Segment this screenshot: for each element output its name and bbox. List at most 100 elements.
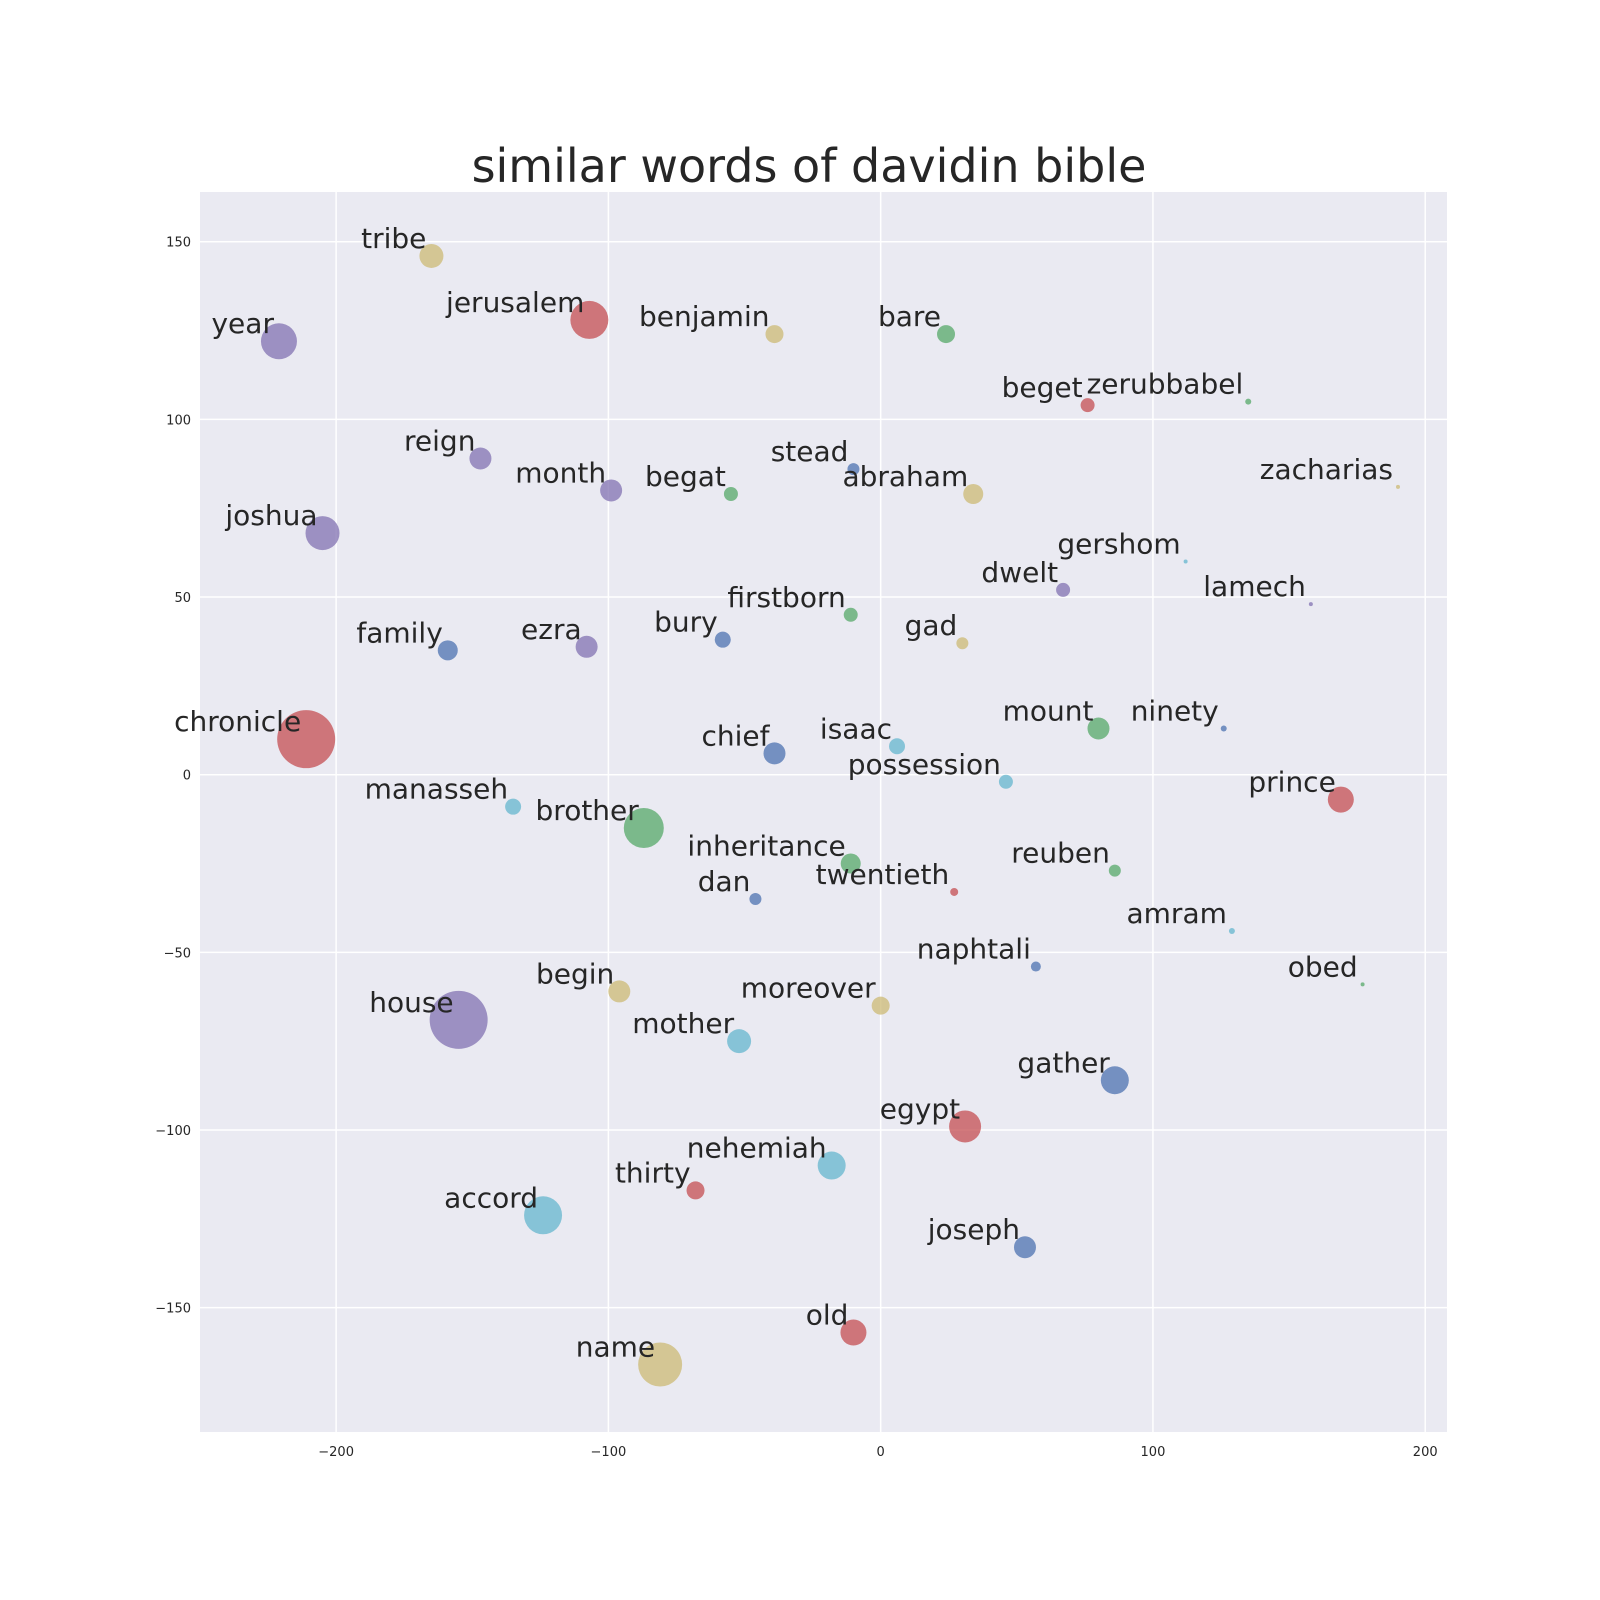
data-point-thirty xyxy=(686,1181,705,1200)
y-tick-label: 50 xyxy=(174,591,191,606)
data-point-beget xyxy=(1080,398,1095,413)
x-tick-label: −200 xyxy=(318,1445,354,1460)
y-axis-ticks: 150 100 50 0 −50 −100 −150 xyxy=(155,236,191,1317)
data-point-abraham xyxy=(963,484,984,505)
data-point-gershom xyxy=(1183,559,1188,564)
data-point-house xyxy=(429,990,488,1049)
data-label-beget: beget xyxy=(1002,371,1083,404)
data-point-mount xyxy=(1087,717,1110,740)
data-label-benjamin: benjamin xyxy=(639,300,769,333)
y-tick-label: 150 xyxy=(166,236,191,251)
data-label-brother: brother xyxy=(536,794,640,827)
data-label-dan: dan xyxy=(698,865,751,898)
data-point-lamech xyxy=(1308,602,1313,607)
data-label-joshua: joshua xyxy=(224,499,317,532)
data-label-old: old xyxy=(806,1299,849,1332)
data-label-month: month xyxy=(515,456,606,489)
data-point-manasseh xyxy=(505,798,522,815)
plot-area xyxy=(200,192,1447,1432)
chart-title: similar words of davidin bible xyxy=(472,139,1147,193)
data-label-house: house xyxy=(369,986,453,1019)
data-label-isaac: isaac xyxy=(820,712,892,745)
data-point-reuben xyxy=(1108,864,1121,877)
x-tick-label: 200 xyxy=(1413,1445,1438,1460)
data-point-gather xyxy=(1100,1066,1129,1095)
data-label-bare: bare xyxy=(878,300,941,333)
y-tick-label: 100 xyxy=(166,413,191,428)
data-label-reuben: reuben xyxy=(1011,837,1110,870)
data-point-name xyxy=(638,1342,683,1387)
data-point-chief xyxy=(763,742,786,765)
data-point-isaac xyxy=(889,738,906,755)
data-label-dwelt: dwelt xyxy=(981,556,1058,589)
data-point-tribe xyxy=(419,243,444,268)
data-label-begin: begin xyxy=(536,957,614,990)
data-point-egypt xyxy=(949,1110,982,1143)
data-point-joseph xyxy=(1013,1236,1036,1259)
data-point-possession xyxy=(998,774,1013,789)
y-tick-label: −50 xyxy=(164,946,191,961)
y-tick-label: −150 xyxy=(155,1302,191,1317)
data-label-abraham: abraham xyxy=(842,460,968,493)
data-point-joshua xyxy=(305,516,340,551)
data-label-twentieth: twentieth xyxy=(816,858,950,891)
data-label-moreover: moreover xyxy=(741,972,876,1005)
data-label-chief: chief xyxy=(701,719,770,752)
data-point-inheritance xyxy=(840,853,861,874)
data-points xyxy=(260,243,1400,1387)
data-label-tribe: tribe xyxy=(361,222,426,255)
x-axis-ticks: −200 −100 0 100 200 xyxy=(318,1445,1437,1460)
y-tick-label: −100 xyxy=(155,1124,191,1139)
data-label-thirty: thirty xyxy=(615,1156,691,1189)
data-labels: tribe jerusalem year benjamin bare beget zerub… xyxy=(174,222,1393,1364)
data-point-ezra xyxy=(575,635,598,658)
data-point-ninety xyxy=(1220,725,1227,732)
data-point-year xyxy=(260,323,297,360)
data-point-prince xyxy=(1327,786,1354,813)
data-label-gad: gad xyxy=(905,609,958,642)
data-label-nehemiah: nehemiah xyxy=(687,1132,827,1165)
data-point-gad xyxy=(956,637,969,650)
data-point-zerubbabel xyxy=(1245,398,1252,405)
x-tick-label: −100 xyxy=(591,1445,627,1460)
data-point-naphtali xyxy=(1030,961,1041,972)
data-point-old xyxy=(840,1319,867,1346)
data-point-nehemiah xyxy=(817,1151,846,1180)
data-point-amram xyxy=(1228,928,1235,935)
data-point-moreover xyxy=(871,996,890,1015)
data-label-ezra: ezra xyxy=(521,613,582,646)
data-point-firstborn xyxy=(843,607,858,622)
data-label-obed: obed xyxy=(1288,950,1358,983)
data-label-mother: mother xyxy=(632,1007,734,1040)
data-point-stead xyxy=(847,463,860,476)
data-point-reign xyxy=(469,447,492,470)
data-label-lamech: lamech xyxy=(1203,570,1306,603)
data-label-possession: possession xyxy=(848,748,1001,781)
data-point-zacharias xyxy=(1395,484,1400,489)
data-point-dan xyxy=(749,893,762,906)
data-label-prince: prince xyxy=(1248,766,1335,799)
data-point-twentieth xyxy=(950,887,959,896)
data-label-jerusalem: jerusalem xyxy=(445,286,584,319)
data-label-name: name xyxy=(576,1330,655,1363)
data-label-firstborn: firstborn xyxy=(727,581,845,614)
data-point-bare xyxy=(937,325,956,344)
data-point-brother xyxy=(623,807,664,848)
data-point-accord xyxy=(524,1196,563,1235)
data-point-mother xyxy=(727,1029,752,1054)
x-tick-label: 100 xyxy=(1141,1445,1166,1460)
data-point-month xyxy=(600,479,623,502)
y-tick-label: 0 xyxy=(183,769,191,784)
data-point-bury xyxy=(714,631,731,648)
data-point-begat xyxy=(723,487,738,502)
data-label-manasseh: manasseh xyxy=(365,773,509,806)
data-point-begin xyxy=(608,980,631,1003)
data-point-obed xyxy=(1360,982,1365,987)
grid-lines xyxy=(200,192,1447,1432)
data-label-zacharias: zacharias xyxy=(1260,453,1393,486)
data-label-mount: mount xyxy=(1003,695,1094,728)
data-label-gershom: gershom xyxy=(1057,528,1180,561)
data-label-gather: gather xyxy=(1017,1046,1110,1079)
data-label-stead: stead xyxy=(771,435,849,468)
